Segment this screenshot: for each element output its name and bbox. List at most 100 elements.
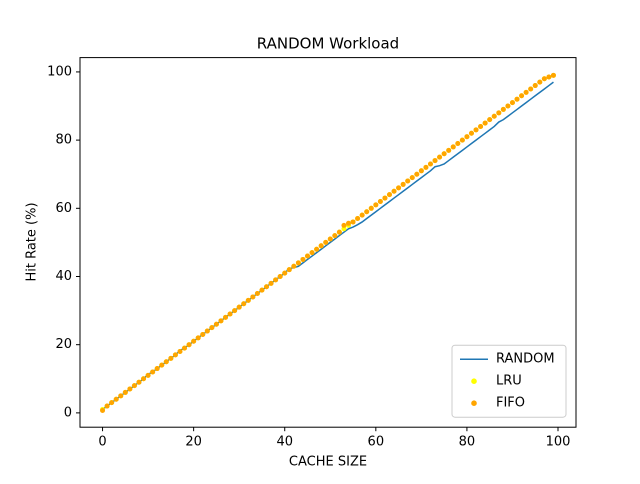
scatter-point — [163, 359, 169, 365]
scatter-point — [391, 188, 397, 194]
y-tick-label: 100 — [47, 64, 72, 79]
scatter-point — [505, 103, 511, 109]
scatter-point — [546, 74, 552, 80]
scatter-point — [314, 246, 320, 252]
scatter-point — [400, 181, 406, 187]
scatter-point — [427, 161, 433, 167]
scatter-point — [519, 93, 525, 99]
scatter-point — [441, 151, 447, 157]
scatter-point — [355, 216, 361, 222]
scatter-point — [318, 243, 324, 249]
scatter-point — [213, 321, 219, 327]
scatter-point — [273, 277, 279, 283]
scatter-point — [259, 287, 265, 293]
scatter-point — [264, 284, 270, 290]
scatter-point — [195, 335, 201, 341]
scatter-point — [414, 171, 420, 177]
x-tick-label: 20 — [185, 435, 202, 450]
scatter-point — [446, 147, 452, 153]
y-tick-label: 20 — [55, 337, 72, 352]
scatter-point — [118, 393, 124, 399]
scatter-point — [150, 369, 156, 375]
scatter-point — [432, 158, 438, 164]
scatter-point — [336, 229, 342, 235]
scatter-point — [437, 154, 443, 160]
scatter-point — [386, 192, 392, 198]
legend-box — [451, 344, 567, 418]
scatter-point — [350, 219, 356, 225]
scatter-point — [468, 130, 474, 136]
scatter-point — [532, 83, 538, 89]
legend-label: RANDOM — [496, 352, 555, 367]
scatter-point — [300, 256, 306, 262]
scatter-point — [254, 291, 260, 297]
scatter-point — [286, 267, 292, 273]
scatter-point — [241, 301, 247, 307]
scatter-point — [464, 134, 470, 140]
scatter-point — [182, 345, 188, 351]
scatter-point — [209, 325, 215, 331]
scatter-point — [204, 328, 210, 334]
legend-swatch — [471, 378, 477, 385]
scatter-point — [491, 113, 497, 119]
scatter-point — [368, 205, 374, 211]
scatter-point — [345, 220, 351, 226]
scatter-point — [141, 376, 147, 382]
scatter-point — [100, 407, 106, 413]
scatter-point — [541, 76, 547, 82]
scatter-point — [450, 144, 456, 150]
x-tick-label: 60 — [368, 435, 385, 450]
scatter-point — [236, 304, 242, 310]
scatter-point — [341, 222, 347, 228]
scatter-point — [359, 212, 365, 218]
scatter-point — [277, 273, 283, 279]
scatter-point — [282, 270, 288, 276]
scatter-point — [528, 86, 534, 92]
scatter-point — [177, 349, 183, 355]
legend-label: LRU — [496, 374, 522, 389]
scatter-point — [131, 383, 137, 389]
scatter-point — [127, 386, 133, 392]
scatter-point — [496, 110, 502, 116]
y-tick-label: 40 — [55, 269, 72, 284]
legend-swatch — [471, 400, 477, 407]
scatter-point — [459, 137, 465, 143]
scatter-point — [327, 236, 333, 242]
scatter-point — [154, 366, 160, 372]
scatter-point — [550, 72, 556, 78]
scatter-point — [218, 318, 224, 324]
scatter-point — [223, 314, 229, 320]
y-axis-label: Hit Rate (%) — [25, 202, 40, 281]
scatter-point — [364, 209, 370, 215]
scatter-point — [136, 379, 142, 385]
x-tick-label: 0 — [98, 435, 106, 450]
scatter-point — [268, 280, 274, 286]
scatter-point — [377, 198, 383, 204]
axes-frame — [79, 57, 577, 428]
y-tick-label: 60 — [55, 201, 72, 216]
scatter-point — [396, 185, 402, 191]
scatter-point — [478, 123, 484, 129]
scatter-point — [500, 106, 506, 112]
scatter-point — [305, 253, 311, 259]
scatter-point — [159, 362, 165, 368]
scatter-point — [382, 195, 388, 201]
scatter-point — [168, 355, 174, 361]
scatter-point — [227, 311, 233, 317]
scatter-point — [323, 239, 329, 245]
x-tick-label: 40 — [276, 435, 293, 450]
x-tick-label: 80 — [459, 435, 476, 450]
scatter-point — [191, 338, 197, 344]
scatter-point — [523, 89, 529, 95]
legend-label: FIFO — [496, 396, 525, 411]
y-tick-label: 0 — [64, 405, 72, 420]
scatter-point — [104, 403, 110, 409]
plot-area — [100, 72, 556, 413]
scatter-point — [487, 117, 493, 123]
x-tick-label: 100 — [546, 435, 571, 450]
scatter-point — [232, 308, 238, 314]
scatter-point — [291, 263, 297, 269]
scatter-point — [172, 352, 178, 358]
scatter-point — [295, 260, 301, 266]
